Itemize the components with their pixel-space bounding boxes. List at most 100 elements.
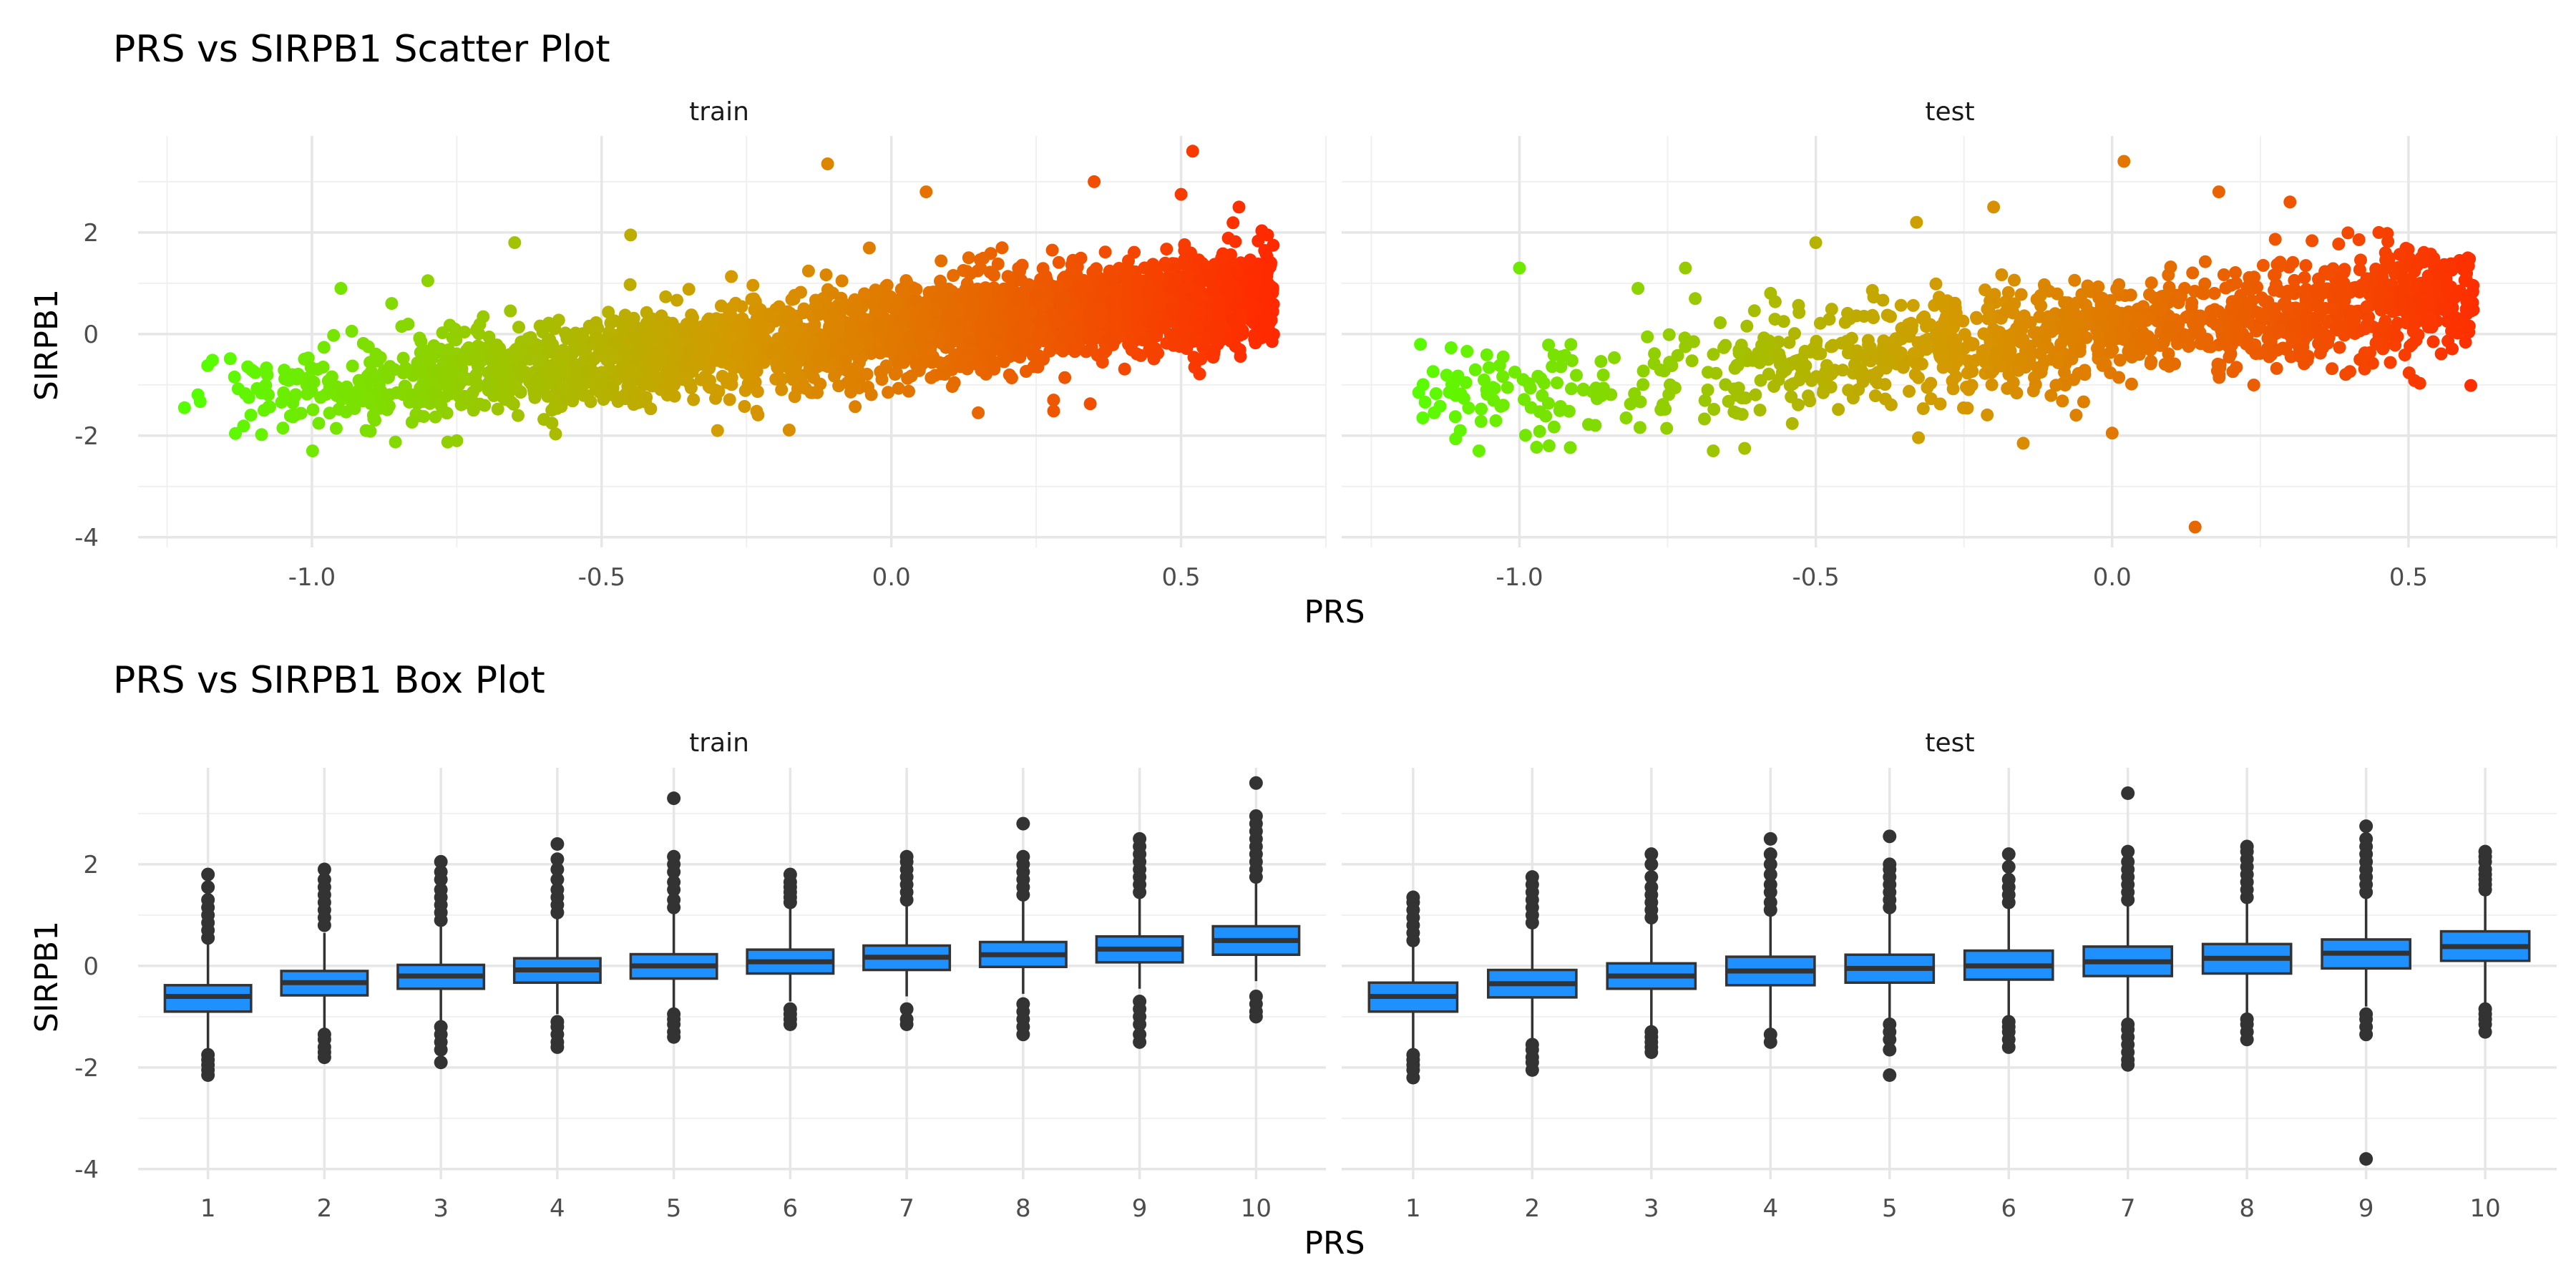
scatter-point [2299, 259, 2313, 273]
scatter-point [1738, 441, 1752, 455]
outlier-point [1644, 1045, 1659, 1060]
scatter-point [1749, 388, 1762, 401]
scatter-point [682, 358, 696, 371]
outlier-point [1016, 816, 1030, 831]
scatter-point [1005, 336, 1018, 349]
scatter-point [2143, 288, 2156, 301]
scatter-point [2117, 155, 2131, 168]
scatter-point [1229, 339, 1242, 353]
scatter-point [1660, 421, 1674, 435]
scatter-point [2393, 248, 2406, 261]
scatter-point [894, 317, 908, 331]
box-1 [163, 867, 253, 1082]
scatter-point [813, 308, 826, 321]
scatter-point [399, 365, 413, 379]
scatter-point [2056, 394, 2069, 408]
scatter-point [549, 427, 562, 441]
scatter-point [834, 301, 848, 315]
scatter-strip-test: test [1925, 97, 1974, 127]
scatter-point [438, 378, 452, 391]
scatter-point [2437, 302, 2451, 316]
scatter-point [2249, 347, 2263, 361]
outlier-point [1644, 870, 1659, 884]
scatter-point [352, 374, 366, 387]
scatter-point [2219, 281, 2233, 295]
scatter-point [2261, 295, 2275, 308]
outlier-point [1525, 1063, 1539, 1077]
scatter-point [1005, 371, 1018, 385]
scatter-point [2142, 330, 2155, 343]
scatter-point [2092, 345, 2106, 358]
outlier-point [201, 893, 215, 907]
scatter-point [632, 388, 645, 401]
x-tick-label: 1 [200, 1194, 216, 1223]
scatter-point [1558, 348, 1572, 362]
scatter-point [2326, 362, 2339, 376]
scatter-point [1192, 253, 1206, 267]
scatter-point [784, 354, 797, 368]
scatter-point [2449, 287, 2463, 301]
outlier-point [2359, 1152, 2373, 1166]
scatter-point [929, 303, 942, 317]
scatter-point [1823, 313, 1836, 326]
scatter-point [2213, 320, 2227, 333]
scatter-point [2344, 305, 2358, 318]
scatter-point [1103, 264, 1116, 278]
scatter-point [1923, 318, 1937, 331]
scatter-point [411, 361, 424, 375]
box-title: PRS vs SIRPB1 Box Plot [113, 659, 545, 702]
outlier-point [2478, 1025, 2492, 1039]
scatter-point [529, 373, 542, 386]
scatter-point [628, 346, 642, 360]
scatter-point [916, 313, 930, 326]
scatter-point [2212, 371, 2226, 384]
scatter-point [2179, 336, 2192, 349]
scatter-point [1903, 384, 1916, 398]
scatter-point [496, 391, 509, 404]
x-tick-label: 9 [2358, 1194, 2374, 1223]
scatter-point [2414, 251, 2428, 265]
scatter-point [2379, 253, 2393, 267]
outlier-point [1249, 776, 1263, 790]
scatter-point [191, 388, 205, 401]
outlier-point [2359, 819, 2373, 834]
scatter-point [1049, 314, 1063, 328]
scatter-point [782, 424, 796, 436]
scatter-point [2198, 255, 2212, 268]
outlier-point [1406, 1070, 1420, 1085]
x-tick-label: 4 [550, 1194, 565, 1223]
scatter-point [2399, 275, 2413, 288]
scatter-point [2353, 324, 2367, 338]
scatter-point [1071, 338, 1085, 351]
scatter-point [652, 337, 665, 351]
scatter-point [579, 376, 592, 390]
scatter-point [826, 286, 839, 300]
scatter-point [317, 341, 331, 354]
x-tick-label: 7 [899, 1194, 914, 1223]
scatter-point [1788, 327, 1801, 341]
scatter-point [746, 278, 760, 292]
scatter-point [1483, 361, 1496, 374]
scatter-point [1024, 306, 1038, 318]
scatter-point [945, 380, 959, 394]
scatter-point [439, 390, 452, 404]
scatter-point [364, 365, 378, 379]
scatter-point [964, 267, 977, 280]
scatter-point [1489, 414, 1503, 427]
scatter-point [973, 253, 987, 266]
scatter-point [482, 331, 496, 343]
outlier-point [2001, 872, 2016, 887]
box-8 [978, 816, 1068, 1042]
scatter-point [2250, 280, 2264, 294]
scatter-point [879, 359, 893, 373]
scatter-point [1440, 369, 1453, 382]
scatter-point [801, 264, 815, 278]
scatter-point [2158, 358, 2172, 371]
scatter-point [2057, 308, 2071, 321]
scatter-point [1785, 416, 1799, 430]
scatter-point [935, 254, 948, 268]
scatter-point [544, 367, 557, 381]
scatter-point [1194, 306, 1208, 319]
scatter-point [1095, 314, 1108, 328]
